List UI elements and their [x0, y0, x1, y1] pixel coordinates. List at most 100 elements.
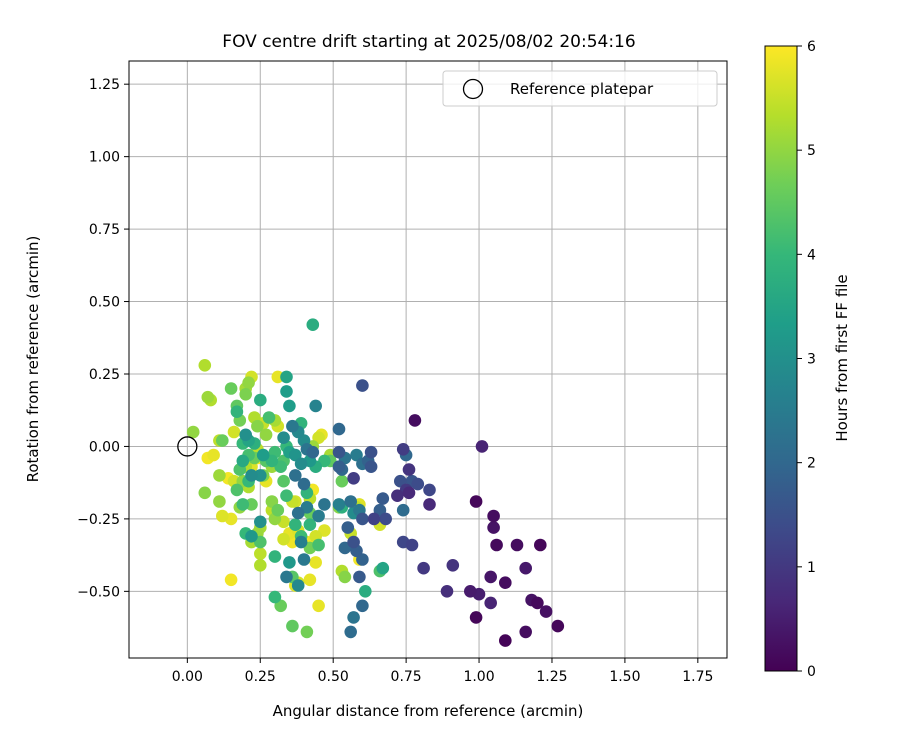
colorbar-label: Hours from first FF file	[833, 274, 851, 441]
colorbar: 0 1 2 3 4 5 6 Hours from first FF file	[764, 39, 851, 680]
scatter-point	[531, 596, 544, 610]
scatter-point	[268, 590, 282, 604]
y-tick-label: 0.25	[89, 367, 120, 383]
scatter-point	[309, 556, 323, 569]
colorbar-tick-label: 4	[807, 247, 816, 263]
scatter-point	[213, 469, 226, 482]
scatter-points	[186, 318, 565, 647]
x-tick-label: 1.75	[682, 669, 713, 685]
legend-box	[442, 70, 718, 107]
legend: Reference platepar	[442, 70, 718, 107]
scatter-point	[306, 445, 320, 459]
scatter-point	[519, 561, 532, 575]
scatter-point	[391, 489, 404, 503]
scatter-point	[300, 625, 314, 639]
scatter-point	[280, 489, 293, 503]
scatter-point	[423, 483, 436, 497]
colorbar-tick-label: 3	[807, 352, 816, 368]
scatter-point	[294, 535, 308, 549]
x-tick-label: 0.75	[391, 669, 422, 685]
scatter-point	[551, 619, 565, 633]
scatter-point	[487, 509, 500, 523]
scatter-point	[239, 428, 252, 442]
scatter-point	[277, 431, 290, 445]
scatter-point	[283, 556, 296, 569]
scatter-point	[379, 512, 393, 526]
scatter-point	[198, 359, 212, 372]
scatter-point	[344, 625, 358, 639]
scatter-point	[332, 422, 346, 436]
scatter-point	[353, 570, 366, 584]
x-axis-ticks: 0.00 0.25 0.50 0.75 1.00 1.25 1.50 1.75	[172, 658, 713, 685]
chart-title: FOV centre drift starting at 2025/08/02 …	[222, 32, 635, 52]
scatter-point	[280, 385, 293, 398]
scatter-point	[347, 472, 360, 485]
x-tick-label: 0.50	[318, 669, 349, 685]
x-tick-label: 0.25	[245, 669, 276, 685]
scatter-point	[347, 611, 360, 624]
scatter-point	[484, 596, 498, 610]
scatter-point	[510, 538, 524, 552]
scatter-point	[499, 634, 512, 647]
scatter-point	[253, 393, 267, 407]
scatter-point	[289, 518, 302, 531]
plot-frame	[128, 60, 728, 659]
scatter-point	[332, 445, 346, 459]
scatter-point	[216, 434, 229, 447]
scatter-point	[318, 498, 331, 511]
scatter-point	[464, 585, 477, 598]
scatter-point	[359, 585, 372, 598]
scatter-point	[213, 495, 226, 508]
scatter-point	[356, 512, 369, 526]
scatter-point	[440, 585, 454, 598]
scatter-point	[347, 535, 360, 549]
y-tick-label: 0.50	[89, 295, 120, 311]
reference-point-layer	[177, 436, 198, 457]
scatter-point	[312, 599, 325, 613]
scatter-point	[303, 518, 317, 531]
scatter-point	[376, 492, 390, 505]
colorbar-tick-label: 2	[807, 456, 816, 472]
scatter-point	[253, 515, 267, 529]
scatter-point	[268, 550, 282, 563]
scatter-point	[367, 512, 381, 526]
legend-entry-label: Reference platepar	[510, 80, 654, 98]
scatter-point	[289, 469, 302, 482]
y-axis-label: Rotation from reference (arcmin)	[24, 236, 42, 483]
scatter-point	[539, 605, 553, 618]
grid	[129, 61, 727, 658]
scatter-point	[306, 318, 320, 332]
scatter-point	[338, 570, 352, 584]
colorbar-tick-label: 0	[807, 664, 816, 680]
plot-area	[129, 61, 727, 658]
x-axis-label: Angular distance from reference (arcmin)	[273, 702, 584, 720]
scatter-point	[256, 448, 270, 462]
y-tick-label: 0.75	[89, 222, 120, 238]
y-tick-label: 1.00	[89, 150, 120, 166]
scatter-point	[364, 460, 378, 474]
scatter-point	[376, 561, 390, 575]
scatter-point	[271, 503, 285, 517]
scatter-point	[230, 405, 244, 419]
y-tick-label: 0.00	[89, 439, 120, 455]
scatter-point	[291, 579, 305, 592]
scatter-point	[519, 625, 532, 639]
scatter-point	[271, 370, 285, 384]
scatter-point	[236, 498, 250, 511]
scatter-point	[291, 506, 305, 520]
scatter-point	[341, 521, 355, 534]
scatter-point	[224, 573, 238, 587]
x-tick-label: 1.25	[536, 669, 567, 685]
scatter-point	[251, 419, 264, 433]
scatter-point	[312, 538, 325, 552]
x-tick-label: 1.50	[609, 669, 640, 685]
y-tick-label: −0.25	[77, 512, 120, 528]
scatter-point	[469, 611, 483, 624]
scatter-point	[396, 443, 410, 456]
y-tick-label: 1.25	[89, 77, 120, 93]
x-tick-label: 0.00	[172, 669, 203, 685]
scatter-point	[402, 486, 416, 500]
colorbar-gradient	[765, 46, 797, 671]
scatter-point	[239, 388, 252, 401]
scatter-point	[490, 538, 503, 552]
